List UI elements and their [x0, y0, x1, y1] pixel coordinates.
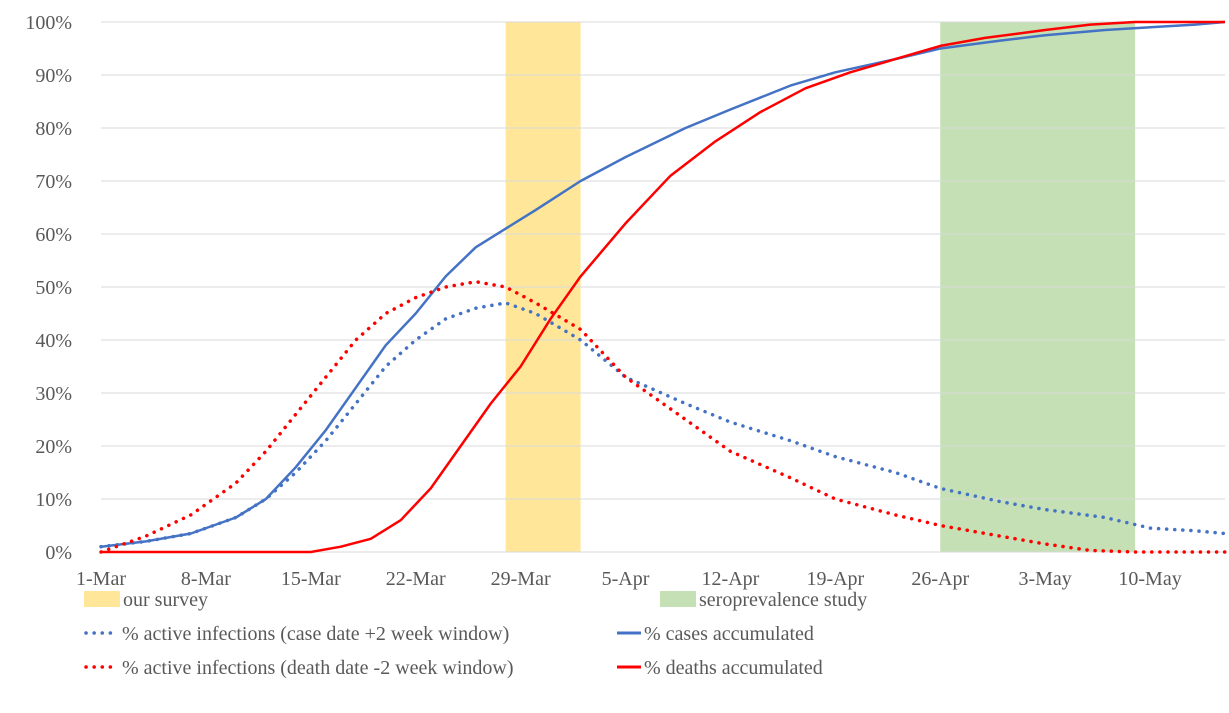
y-tick-label: 50%: [35, 277, 72, 299]
y-tick-label: 40%: [35, 330, 72, 352]
legend-label: % cases accumulated: [644, 623, 814, 645]
x-tick-label: 8-Mar: [181, 568, 231, 590]
legend-label: seroprevalence study: [699, 589, 867, 611]
legend-label: % deaths accumulated: [644, 657, 823, 679]
y-tick-label: 10%: [35, 489, 72, 511]
series-line-2: [99, 279, 1227, 554]
legend-label: our survey: [123, 589, 208, 611]
x-tick-label: 12-Apr: [702, 568, 760, 590]
legend-label: % active infections (death date -2 week …: [122, 657, 514, 679]
x-tick-label: 1-Mar: [76, 568, 126, 590]
y-tick-label: 70%: [35, 171, 72, 193]
series-line-0: [99, 301, 1227, 549]
x-tick-label: 5-Apr: [602, 568, 650, 590]
legend-swatch: [84, 591, 120, 607]
legend-swatch: [660, 591, 696, 607]
y-tick-labels: 0% 10% 20% 30% 40% 50% 60% 70% 80% 90% 100%: [25, 12, 72, 564]
y-tick-label: 20%: [35, 436, 72, 458]
y-tick-label: 100%: [25, 12, 72, 34]
series-line-3: [101, 20, 1225, 554]
y-tick-label: 0%: [45, 542, 72, 564]
x-tick-label: 29-Mar: [491, 568, 551, 590]
series-line-1: [100, 20, 1226, 548]
x-tick-labels: 1-Mar 8-Mar 15-Mar 22-Mar 29-Mar 5-Apr 12-Apr 1…: [76, 568, 1182, 590]
x-tick-label: 3-May: [1018, 568, 1071, 590]
y-tick-label: 30%: [35, 383, 72, 405]
x-tick-label: 10-May: [1118, 568, 1181, 590]
x-tick-label: 22-Mar: [386, 568, 446, 590]
x-tick-label: 26-Apr: [911, 568, 969, 590]
legend-label: % active infections (case date +2 week w…: [122, 623, 509, 645]
legend: our survey seroprevalence study % active i…: [84, 589, 867, 679]
x-tick-label: 19-Apr: [806, 568, 864, 590]
y-tick-label: 80%: [35, 118, 72, 140]
y-tick-label: 60%: [35, 224, 72, 246]
series-lines: [99, 20, 1227, 554]
x-tick-label: 15-Mar: [281, 568, 341, 590]
y-tick-label: 90%: [35, 65, 72, 87]
gridlines: [101, 21, 1225, 500]
